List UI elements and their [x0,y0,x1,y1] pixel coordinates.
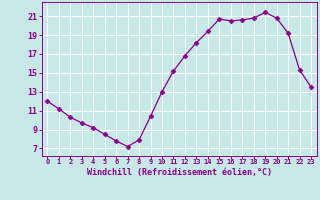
X-axis label: Windchill (Refroidissement éolien,°C): Windchill (Refroidissement éolien,°C) [87,168,272,177]
